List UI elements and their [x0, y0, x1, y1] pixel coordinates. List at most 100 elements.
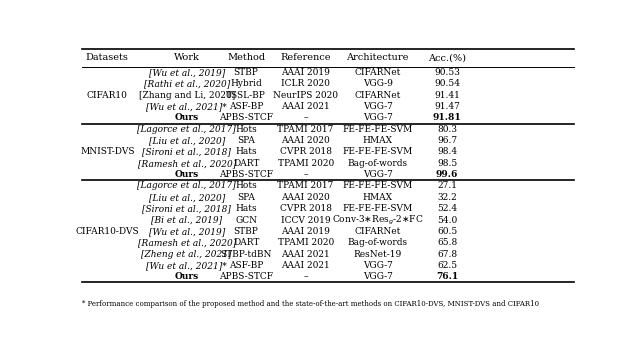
Text: VGG-9: VGG-9 — [363, 79, 392, 88]
Text: TPAMI 2017: TPAMI 2017 — [278, 181, 334, 191]
Text: [Rathi et al., 2020]: [Rathi et al., 2020] — [143, 79, 230, 88]
Text: 90.53: 90.53 — [434, 68, 460, 77]
Text: SPA: SPA — [237, 136, 255, 145]
Text: TPAMI 2020: TPAMI 2020 — [278, 159, 334, 168]
Text: Ours: Ours — [175, 272, 198, 281]
Text: AAAI 2019: AAAI 2019 — [281, 227, 330, 236]
Text: CIFAR10-DVS: CIFAR10-DVS — [76, 227, 139, 236]
Text: FE-FE-FE-SVM: FE-FE-FE-SVM — [342, 181, 413, 191]
Text: FE-FE-FE-SVM: FE-FE-FE-SVM — [342, 147, 413, 156]
Text: [Wu et al., 2019]: [Wu et al., 2019] — [148, 68, 225, 77]
Text: CVPR 2018: CVPR 2018 — [280, 147, 332, 156]
Text: [Ramesh et al., 2020]: [Ramesh et al., 2020] — [138, 159, 236, 168]
Text: 52.4: 52.4 — [437, 204, 457, 213]
Text: CIFAR10: CIFAR10 — [87, 91, 128, 100]
Text: –: – — [303, 113, 308, 122]
Text: Hots: Hots — [236, 125, 257, 134]
Text: STBP: STBP — [234, 68, 259, 77]
Text: AAAI 2021: AAAI 2021 — [282, 102, 330, 111]
Text: 62.5: 62.5 — [437, 261, 457, 270]
Text: DART: DART — [233, 238, 259, 247]
Text: Work: Work — [173, 53, 200, 62]
Text: [Wu et al., 2021]*: [Wu et al., 2021]* — [147, 261, 227, 270]
Text: TPAMI 2017: TPAMI 2017 — [278, 125, 334, 134]
Text: ResNet-19: ResNet-19 — [353, 250, 402, 259]
Text: ASF-BP: ASF-BP — [229, 102, 263, 111]
Text: HMAX: HMAX — [363, 136, 392, 145]
Text: APBS-STCF: APBS-STCF — [219, 113, 273, 122]
Text: [Wu et al., 2021]*: [Wu et al., 2021]* — [147, 102, 227, 111]
Text: Hybrid: Hybrid — [230, 79, 262, 88]
Text: AAAI 2020: AAAI 2020 — [282, 193, 330, 202]
Text: ASF-BP: ASF-BP — [229, 261, 263, 270]
Text: [Sironi et al., 2018]: [Sironi et al., 2018] — [142, 147, 231, 156]
Text: Hats: Hats — [236, 147, 257, 156]
Text: FE-FE-FE-SVM: FE-FE-FE-SVM — [342, 125, 413, 134]
Text: –: – — [303, 170, 308, 179]
Text: [Ramesh et al., 2020]: [Ramesh et al., 2020] — [138, 238, 236, 247]
Text: [Liu et al., 2020]: [Liu et al., 2020] — [148, 193, 225, 202]
Text: CVPR 2018: CVPR 2018 — [280, 204, 332, 213]
Text: 98.4: 98.4 — [437, 147, 457, 156]
Text: APBS-STCF: APBS-STCF — [219, 170, 273, 179]
Text: NeurIPS 2020: NeurIPS 2020 — [273, 91, 338, 100]
Text: AAAI 2019: AAAI 2019 — [281, 68, 330, 77]
Text: 99.6: 99.6 — [436, 170, 458, 179]
Text: 91.81: 91.81 — [433, 113, 461, 122]
Text: 90.54: 90.54 — [434, 79, 460, 88]
Text: VGG-7: VGG-7 — [363, 113, 392, 122]
Text: Acc.(%): Acc.(%) — [428, 53, 466, 62]
Text: 76.1: 76.1 — [436, 272, 458, 281]
Text: VGG-7: VGG-7 — [363, 170, 392, 179]
Text: [Wu et al., 2019]: [Wu et al., 2019] — [148, 227, 225, 236]
Text: Conv-3$\ast$Res$_g$-2$\ast$FC: Conv-3$\ast$Res$_g$-2$\ast$FC — [332, 214, 423, 227]
Text: –: – — [303, 272, 308, 281]
Text: VGG-7: VGG-7 — [363, 102, 392, 111]
Text: TPAMI 2020: TPAMI 2020 — [278, 238, 334, 247]
Text: SPA: SPA — [237, 193, 255, 202]
Text: 54.0: 54.0 — [437, 215, 457, 224]
Text: 91.47: 91.47 — [434, 102, 460, 111]
Text: 98.5: 98.5 — [437, 159, 457, 168]
Text: AAAI 2021: AAAI 2021 — [282, 261, 330, 270]
Text: AAAI 2020: AAAI 2020 — [282, 136, 330, 145]
Text: 65.8: 65.8 — [437, 238, 457, 247]
Text: ICCV 2019: ICCV 2019 — [281, 215, 330, 224]
Text: VGG-7: VGG-7 — [363, 272, 392, 281]
Text: GCN: GCN — [235, 215, 257, 224]
Text: * Performance comparison of the proposed method and the state-of-the-art methods: * Performance comparison of the proposed… — [83, 300, 540, 308]
Text: 67.8: 67.8 — [437, 250, 457, 259]
Text: [Lagorce et al., 2017]: [Lagorce et al., 2017] — [137, 125, 236, 134]
Text: 91.41: 91.41 — [434, 91, 460, 100]
Text: ICLR 2020: ICLR 2020 — [281, 79, 330, 88]
Text: CIFARNet: CIFARNet — [355, 68, 401, 77]
Text: 80.3: 80.3 — [437, 125, 457, 134]
Text: [Sironi et al., 2018]: [Sironi et al., 2018] — [142, 204, 231, 213]
Text: Hats: Hats — [236, 204, 257, 213]
Text: CIFARNet: CIFARNet — [355, 227, 401, 236]
Text: Method: Method — [227, 53, 265, 62]
Text: 27.1: 27.1 — [437, 181, 457, 191]
Text: TSSL-BP: TSSL-BP — [226, 91, 266, 100]
Text: Bag-of-words: Bag-of-words — [348, 238, 408, 247]
Text: Datasets: Datasets — [86, 53, 129, 62]
Text: [Bi et al., 2019]: [Bi et al., 2019] — [151, 215, 222, 224]
Text: [Liu et al., 2020]: [Liu et al., 2020] — [148, 136, 225, 145]
Text: Ours: Ours — [175, 113, 198, 122]
Text: Hots: Hots — [236, 181, 257, 191]
Text: [Zheng et al., 2021]: [Zheng et al., 2021] — [141, 250, 232, 259]
Text: 32.2: 32.2 — [437, 193, 457, 202]
Text: Architecture: Architecture — [346, 53, 409, 62]
Text: [Zhang and Li, 2020]: [Zhang and Li, 2020] — [138, 91, 235, 100]
Text: STBP: STBP — [234, 227, 259, 236]
Text: 96.7: 96.7 — [437, 136, 457, 145]
Text: STBP-tdBN: STBP-tdBN — [220, 250, 272, 259]
Text: DART: DART — [233, 159, 259, 168]
Text: VGG-7: VGG-7 — [363, 261, 392, 270]
Text: AAAI 2021: AAAI 2021 — [282, 250, 330, 259]
Text: Bag-of-words: Bag-of-words — [348, 159, 408, 168]
Text: CIFARNet: CIFARNet — [355, 91, 401, 100]
Text: Reference: Reference — [280, 53, 331, 62]
Text: HMAX: HMAX — [363, 193, 392, 202]
Text: [Lagorce et al., 2017]: [Lagorce et al., 2017] — [137, 181, 236, 191]
